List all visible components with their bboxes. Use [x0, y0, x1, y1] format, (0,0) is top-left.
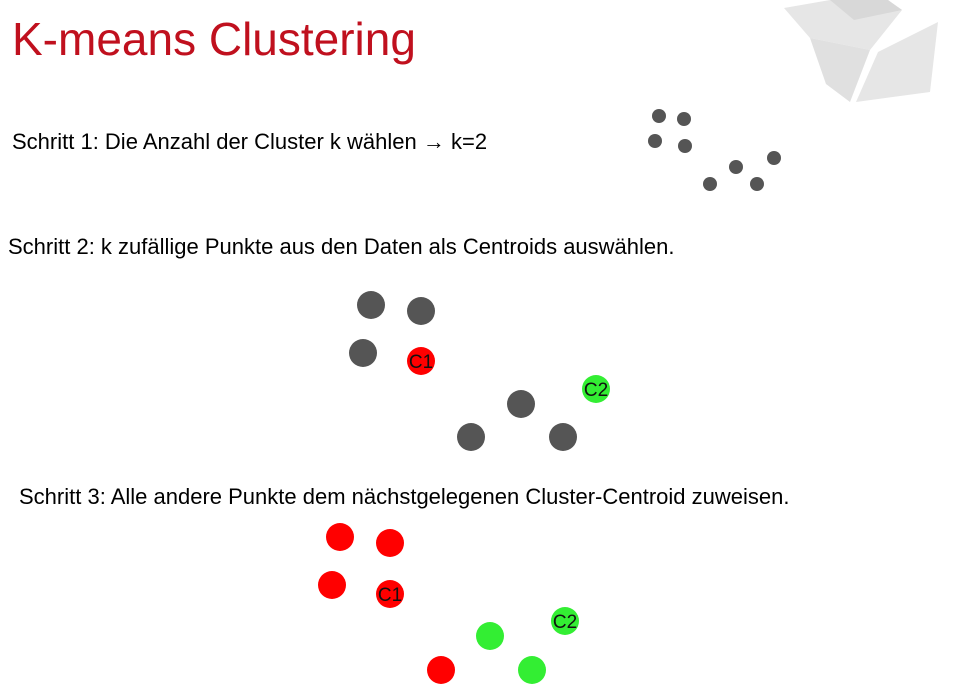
centroid-c1 — [407, 347, 435, 375]
data-point — [652, 109, 666, 123]
data-point — [703, 177, 717, 191]
centroid-c2-label: C2 — [584, 380, 608, 401]
step-3-points: C1 C2 — [318, 523, 579, 684]
cluster-1-point — [326, 523, 354, 551]
centroid-c2-label: C2 — [553, 612, 577, 633]
data-point — [349, 339, 377, 367]
data-point — [729, 160, 743, 174]
data-point — [357, 291, 385, 319]
centroid-c2 — [582, 375, 610, 403]
data-point — [457, 423, 485, 451]
step-1-points — [648, 109, 781, 191]
data-point — [767, 151, 781, 165]
centroid-c1 — [376, 580, 404, 608]
data-point — [750, 177, 764, 191]
step-2-points: C1 C2 — [349, 291, 610, 451]
data-point — [549, 423, 577, 451]
cluster-2-point — [518, 656, 546, 684]
logo-icon — [784, 0, 938, 102]
cluster-2-point — [476, 622, 504, 650]
centroid-c1-label: C1 — [409, 352, 433, 373]
step-3-text: Schritt 3: Alle andere Punkte dem nächst… — [19, 484, 790, 509]
centroid-c2 — [551, 607, 579, 635]
cluster-1-point — [318, 571, 346, 599]
cluster-1-point — [427, 656, 455, 684]
step-1-text: Schritt 1: Die Anzahl der Cluster k wähl… — [12, 129, 488, 154]
centroid-c1-label: C1 — [378, 585, 402, 606]
step-2-text: Schritt 2: k zufällige Punkte aus den Da… — [8, 234, 675, 259]
cluster-1-point — [376, 529, 404, 557]
data-point — [507, 390, 535, 418]
data-point — [677, 112, 691, 126]
data-point — [648, 134, 662, 148]
page-title: K-means Clustering — [12, 13, 416, 65]
data-point — [678, 139, 692, 153]
data-point — [407, 297, 435, 325]
